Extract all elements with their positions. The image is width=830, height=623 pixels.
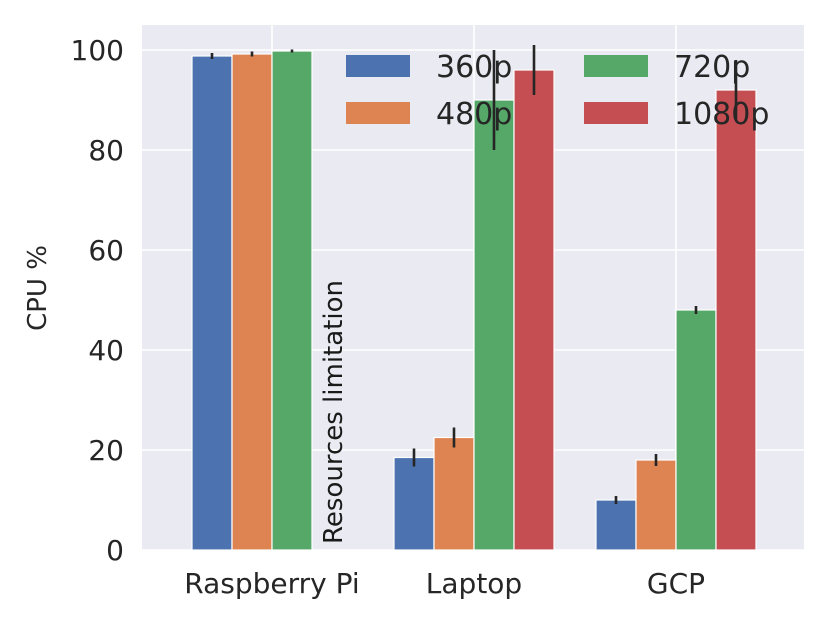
- bar-1080p-gcp: [715, 89, 757, 551]
- legend-label-480p: 480p: [436, 97, 512, 132]
- y-tick-labels: 0 20 40 60 80 100: [71, 34, 124, 567]
- bar-720p-laptop: [473, 99, 515, 551]
- legend-label-720p: 720p: [674, 50, 750, 85]
- y-tick-label: 60: [88, 234, 124, 267]
- bar-480p-laptop: [433, 436, 475, 551]
- y-tick-label: 0: [106, 534, 124, 567]
- y-tick-label: 20: [88, 434, 124, 467]
- resources-limitation-annotation: Resources limitation: [319, 280, 349, 544]
- legend-label-1080p: 1080p: [674, 97, 769, 132]
- x-tick-label: GCP: [647, 567, 705, 600]
- legend: 360p 480p 720p 1080p: [346, 50, 769, 132]
- bar-720p-raspberry-pi: [271, 50, 313, 551]
- y-tick-label: 100: [71, 34, 124, 67]
- bar-480p-raspberry-pi: [231, 53, 273, 551]
- bar-360p-gcp: [595, 499, 637, 551]
- legend-label-360p: 360p: [436, 50, 512, 85]
- bar-360p-laptop: [393, 456, 435, 551]
- legend-swatch-1080p: [584, 102, 648, 124]
- legend-swatch-720p: [584, 55, 648, 77]
- error-bars: [210, 45, 738, 504]
- y-tick-label: 80: [88, 134, 124, 167]
- y-tick-label: 40: [88, 334, 124, 367]
- x-tick-label: Laptop: [426, 567, 522, 600]
- x-tick-label: Raspberry Pi: [184, 567, 359, 600]
- bar-360p-raspberry-pi: [191, 55, 233, 551]
- bar-720p-gcp: [675, 309, 717, 551]
- x-tick-labels: Raspberry Pi Laptop GCP: [184, 567, 705, 600]
- bar-1080p-laptop: [513, 69, 555, 551]
- y-axis-label: CPU %: [23, 245, 53, 331]
- bars: [191, 50, 757, 551]
- bar-480p-gcp: [635, 459, 677, 551]
- legend-swatch-360p: [346, 55, 410, 77]
- legend-swatch-480p: [346, 102, 410, 124]
